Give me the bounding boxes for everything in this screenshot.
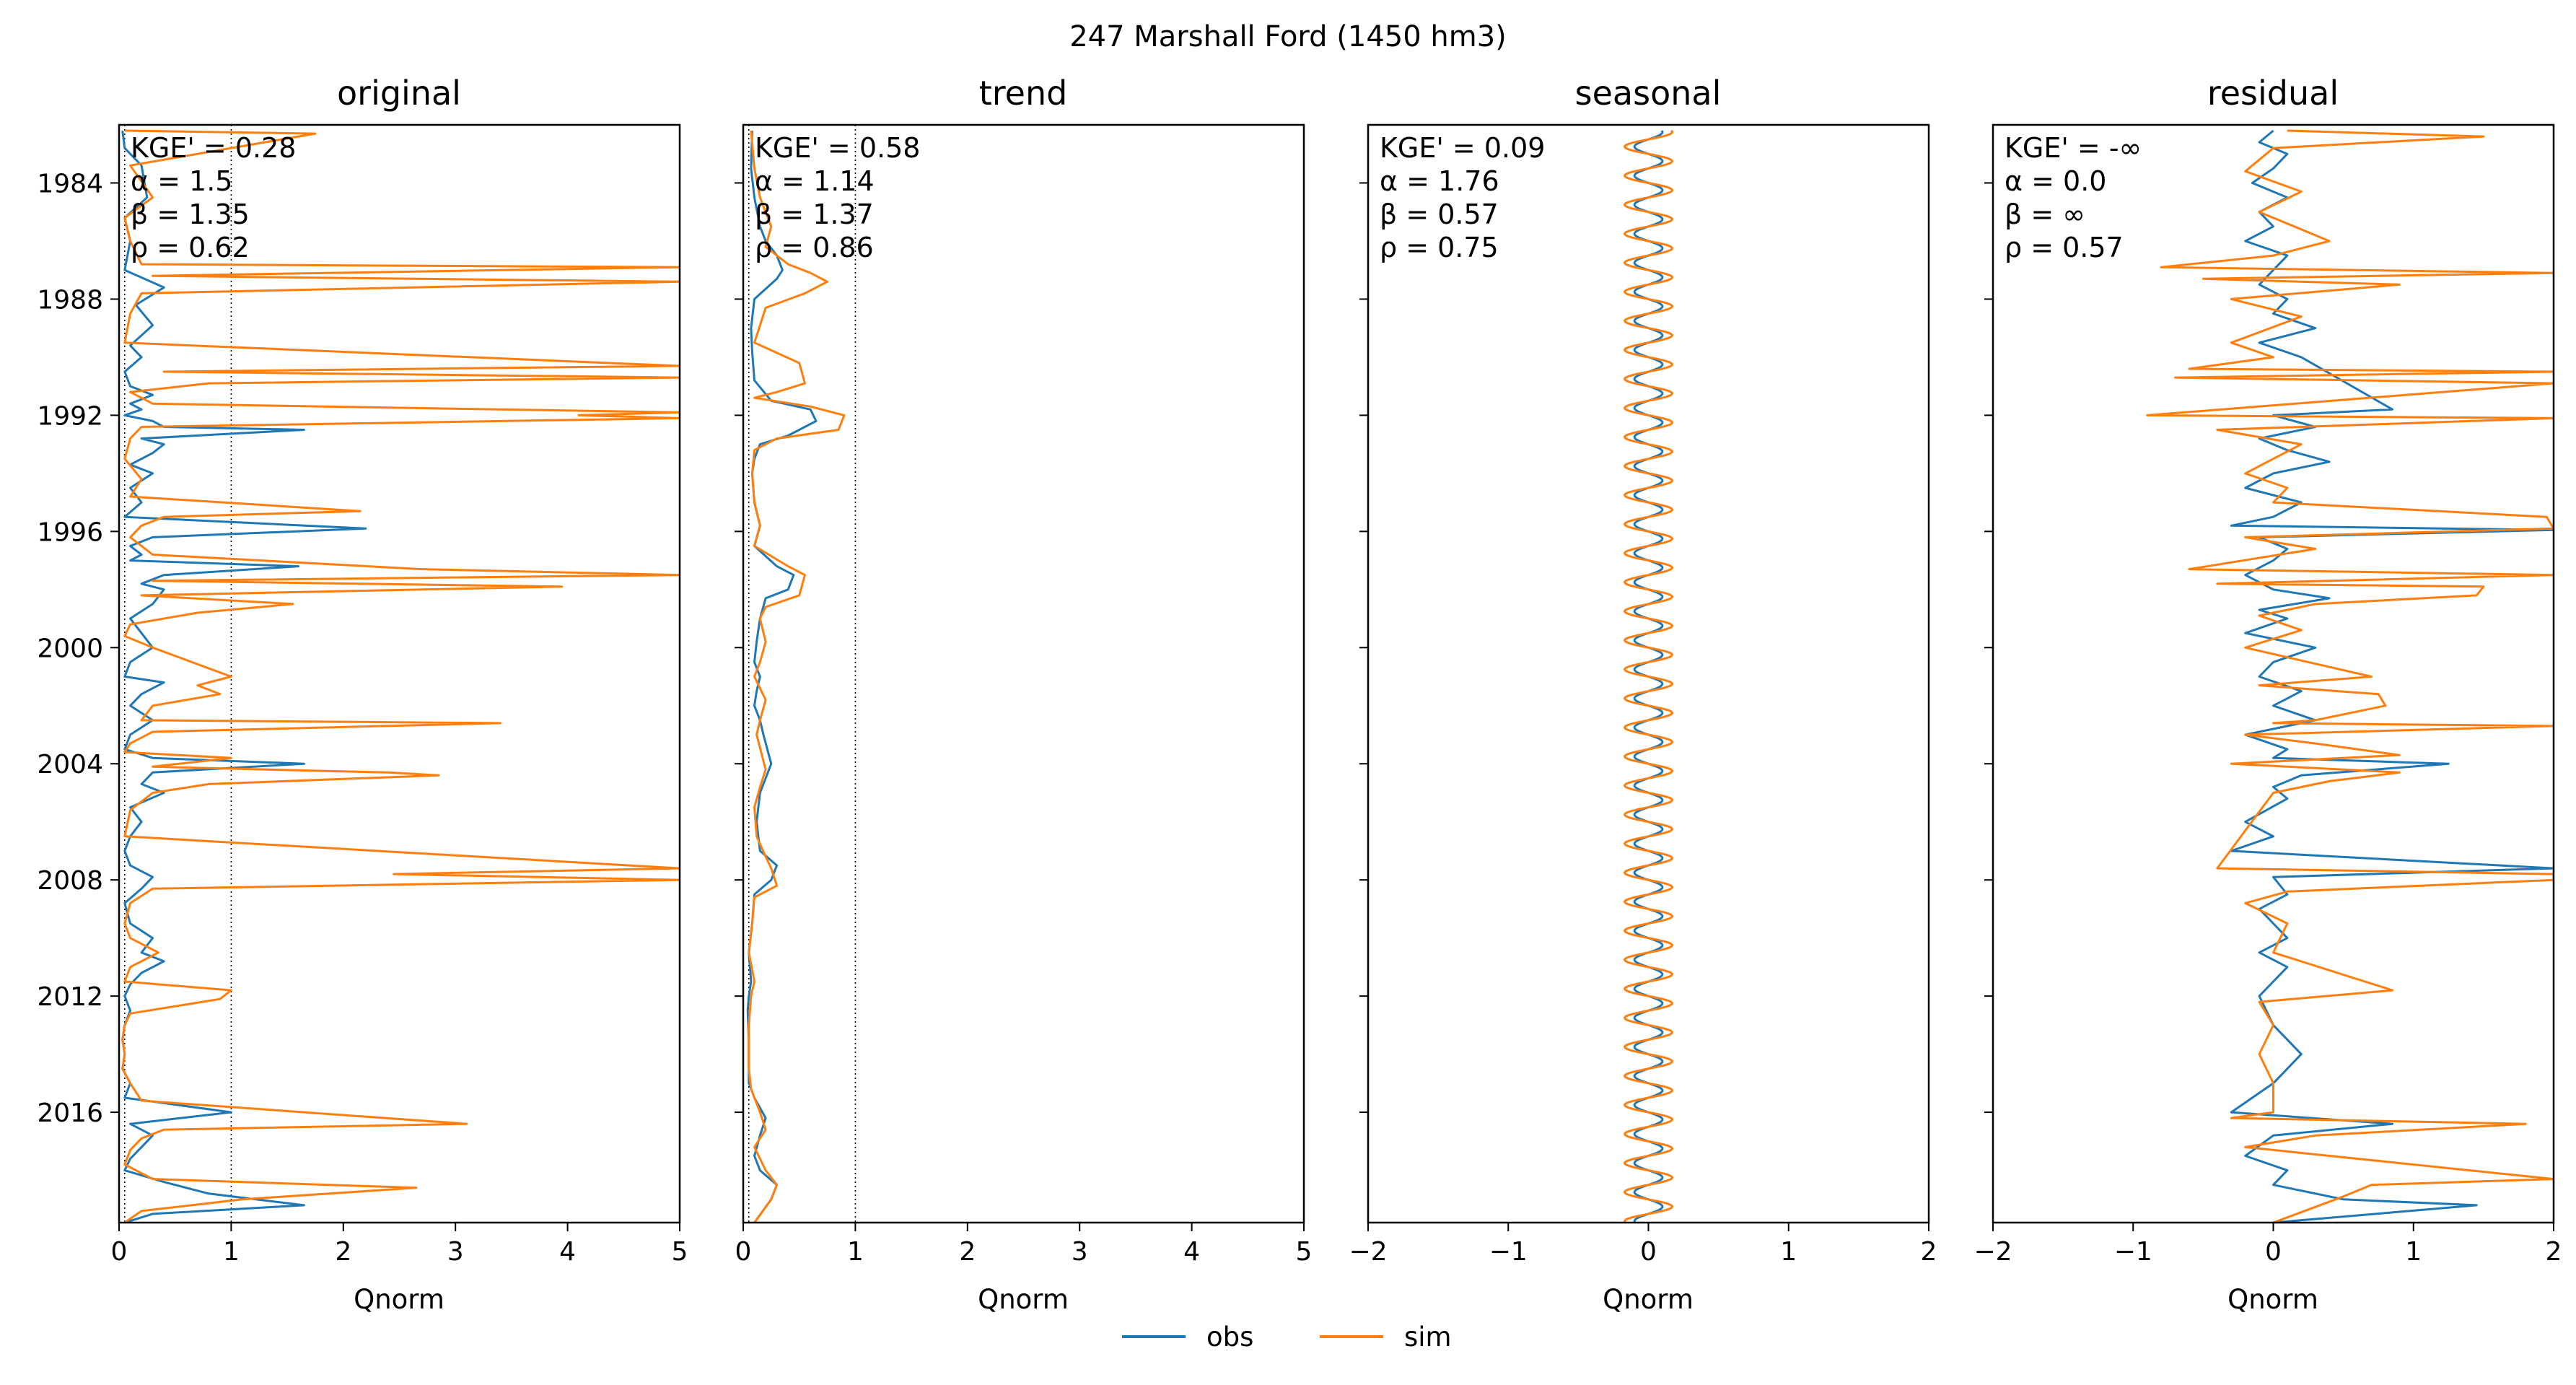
x-tick-label: 0 [111, 1237, 128, 1267]
x-axis-label: Qnorm [2227, 1284, 2318, 1315]
series-line-obs [746, 130, 818, 1223]
figure-title: 247 Marshall Ford (1450 hm3) [1069, 20, 1507, 53]
stat-rho: ρ = 0.57 [2005, 232, 2124, 263]
plot-frame [118, 123, 681, 1224]
panel-title: seasonal [1575, 74, 1722, 113]
x-tick-label: 2 [335, 1237, 351, 1267]
stat-alpha: α = 1.5 [131, 165, 232, 197]
x-axis-label: Qnorm [1603, 1284, 1694, 1315]
panel-title: original [337, 74, 461, 113]
stat-rho: ρ = 0.75 [1380, 232, 1499, 263]
legend: obs sim [1122, 1321, 1452, 1353]
x-tick-label: 1 [1780, 1237, 1797, 1267]
stat-beta: β = 1.35 [131, 198, 250, 230]
stat-alpha: α = 1.76 [1380, 165, 1499, 197]
series-line-obs [121, 130, 367, 1223]
plot-frame [1367, 123, 1930, 1224]
y-tick-label: 1992 [37, 401, 103, 431]
plot-frame [1992, 123, 2555, 1224]
x-tick-label: 4 [559, 1237, 576, 1267]
x-tick-label: −1 [1489, 1237, 1528, 1267]
x-tick-label: −2 [1973, 1237, 2012, 1267]
stat-beta: β = 1.37 [755, 198, 874, 230]
legend-label-sim: sim [1404, 1321, 1452, 1353]
x-tick-label: 1 [2405, 1237, 2422, 1267]
legend-label-obs: obs [1206, 1321, 1253, 1353]
series-line-sim [2146, 129, 2554, 1223]
x-tick-label: 5 [1296, 1237, 1313, 1267]
y-tick-label: 2004 [37, 750, 103, 779]
x-tick-label: 4 [1183, 1237, 1200, 1267]
x-tick-label: 0 [2265, 1237, 2282, 1267]
stat-beta: β = ∞ [2005, 198, 2085, 230]
series-line-obs [2230, 129, 2554, 1223]
x-axis-label: Qnorm [978, 1284, 1069, 1315]
x-tick-label: 0 [735, 1237, 752, 1267]
y-tick-label: 2000 [37, 634, 103, 663]
stat-rho: ρ = 0.86 [755, 232, 874, 263]
panel-title: trend [979, 74, 1068, 113]
y-tick-label: 2008 [37, 866, 103, 896]
y-tick-label: 2016 [37, 1098, 103, 1128]
series-line-sim [748, 130, 846, 1223]
stat-beta: β = 0.57 [1380, 198, 1499, 230]
x-tick-label: 2 [1921, 1237, 1937, 1267]
x-tick-label: −2 [1349, 1237, 1387, 1267]
series-line-sim [121, 129, 680, 1223]
plot-frame [742, 123, 1305, 1224]
stat-rho: ρ = 0.62 [131, 232, 250, 263]
y-tick-label: 1988 [37, 285, 103, 315]
x-tick-label: 1 [847, 1237, 864, 1267]
panel-seasonal: seasonal −2 −1 0 1 2 Qnorm KGE' = 0.09 α = 1… [1349, 74, 1937, 1315]
x-tick-label: 0 [1640, 1237, 1657, 1267]
x-tick-label: 2 [2546, 1237, 2562, 1267]
stat-kge: KGE' = 0.09 [1380, 132, 1545, 164]
x-tick-label: −1 [2114, 1237, 2152, 1267]
x-tick-label: 3 [447, 1237, 464, 1267]
stat-alpha: α = 1.14 [755, 165, 875, 197]
y-tick-label: 2012 [37, 982, 103, 1012]
x-tick-label: 1 [223, 1237, 240, 1267]
panel-title: residual [2207, 74, 2339, 113]
stat-kge: KGE' = 0.58 [755, 132, 920, 164]
x-axis-label: Qnorm [354, 1284, 444, 1315]
panel-original: original 0 1 2 3 4 5 1984 1988 1992 1996 2000 2004 2… [37, 74, 688, 1315]
series-line-sim [1624, 129, 1673, 1223]
x-tick-label: 5 [672, 1237, 688, 1267]
stat-kge: KGE' = 0.28 [131, 132, 296, 164]
y-tick-label: 1984 [37, 169, 103, 198]
panel-residual: residual −2 −1 0 1 2 Qnorm KGE' = -∞ α = 0.0… [1973, 74, 2562, 1315]
y-tick-label: 1996 [37, 517, 103, 547]
stat-kge: KGE' = -∞ [2005, 132, 2142, 164]
stat-alpha: α = 0.0 [2005, 165, 2106, 197]
x-tick-label: 2 [959, 1237, 976, 1267]
x-tick-label: 3 [1072, 1237, 1088, 1267]
